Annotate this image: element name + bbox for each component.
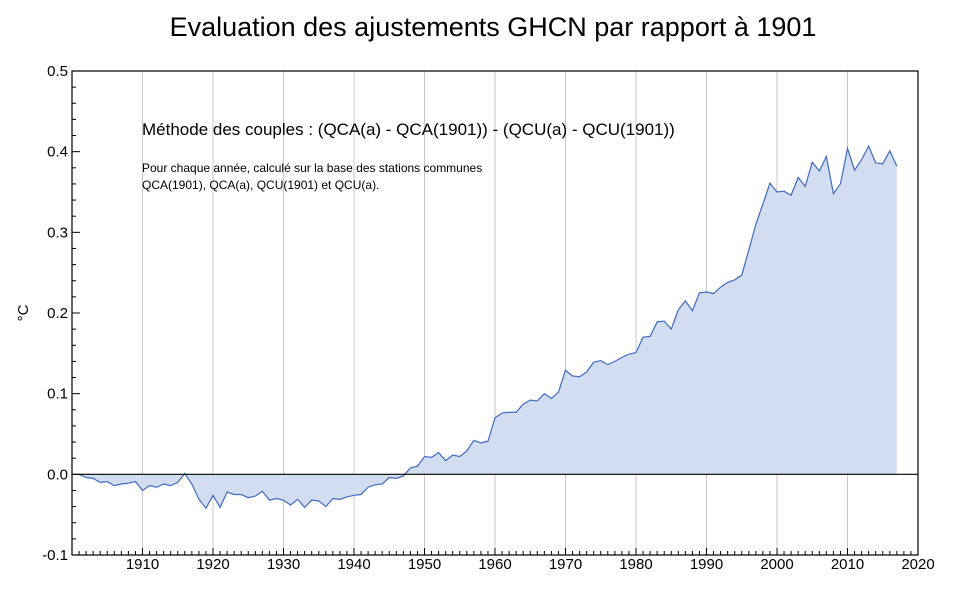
x-tick-label-2010: 2010 [831,556,864,573]
annotation-note-line-2: QCA(1901), QCA(a), QCU(1901) et QCU(a). [142,178,379,192]
x-tick-label-1980: 1980 [619,556,652,573]
x-tick-label-1910: 1910 [126,556,159,573]
x-tick-label-1960: 1960 [478,556,511,573]
y-tick-label-1: 0.0 [47,466,68,483]
annotation-method: Méthode des couples : (QCA(a) - QCA(1901… [142,120,675,139]
y-tick-label-4: 0.3 [47,224,68,241]
y-tick-label-2: 0.1 [47,386,68,403]
x-tick-label-1930: 1930 [267,556,300,573]
x-tick-label-1940: 1940 [337,556,370,573]
y-tick-label-6: 0.5 [47,63,68,80]
x-tick-label-1920: 1920 [196,556,229,573]
annotation-note-line-1: Pour chaque année, calculé sur la base d… [142,161,482,175]
series-line [78,144,898,510]
x-tick-label-2000: 2000 [760,556,793,573]
y-tick-label-3: 0.2 [47,305,68,322]
y-tick-label-5: 0.4 [47,144,68,161]
x-tick-label-1970: 1970 [549,556,582,573]
y-axis-label: °C [15,304,32,321]
y-tick-label-0: -0.1 [42,547,68,564]
x-tick-label-2020: 2020 [901,556,934,573]
chart-title: Evaluation des ajustements GHCN par rapp… [170,12,817,42]
x-tick-label-1950: 1950 [408,556,441,573]
x-tick-label-1990: 1990 [690,556,723,573]
series-area-fill [79,146,897,509]
